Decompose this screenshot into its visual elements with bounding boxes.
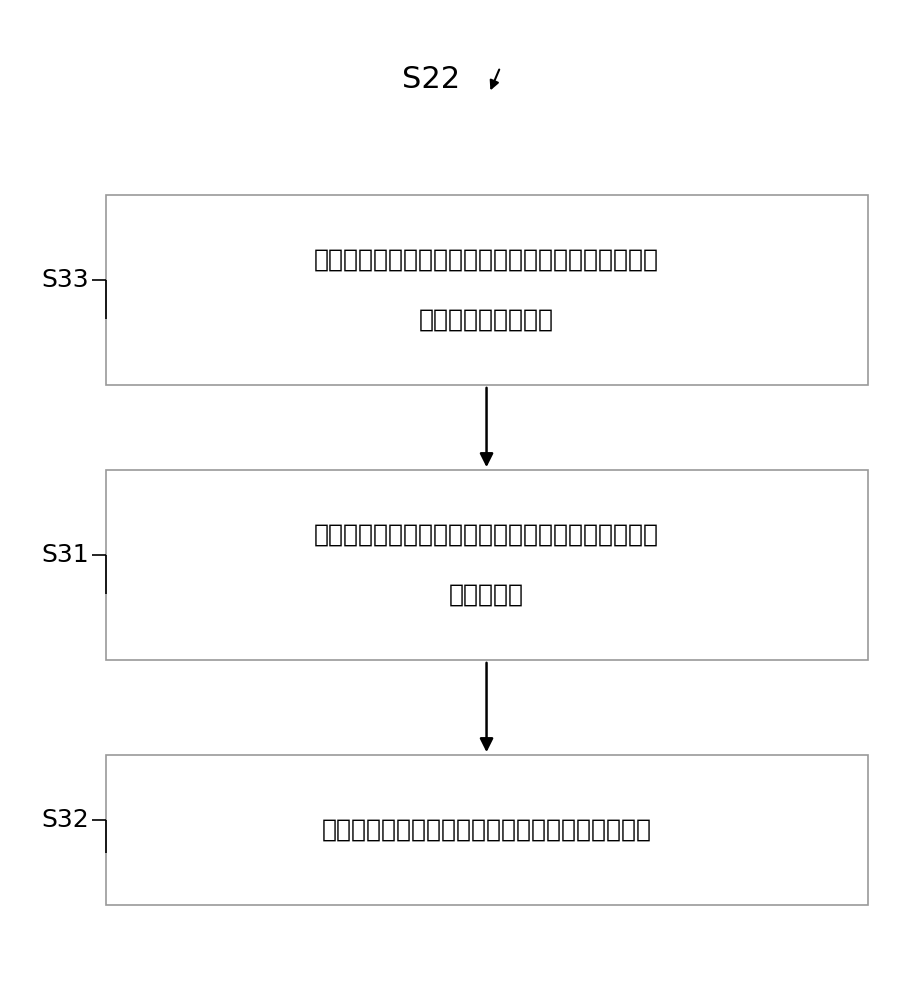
Bar <box>106 195 868 385</box>
Text: S33: S33 <box>41 268 89 292</box>
Bar <box>106 470 868 660</box>
Text: S22: S22 <box>402 66 461 95</box>
Text: 对所述待确定信号进行滑动相加，得到滑动相加后的: 对所述待确定信号进行滑动相加，得到滑动相加后的 <box>314 523 659 547</box>
Bar <box>106 755 868 905</box>
Text: 转换为数字基带信号: 转换为数字基带信号 <box>419 308 554 332</box>
Text: 对所述待确定信号进行模数转换，以从模拟基带信号: 对所述待确定信号进行模数转换，以从模拟基带信号 <box>314 248 659 272</box>
Text: 待确定信号: 待确定信号 <box>449 583 524 607</box>
Text: 对所述滑动相加后的待确定信号进行能量滑动累加: 对所述滑动相加后的待确定信号进行能量滑动累加 <box>321 818 652 842</box>
Text: S31: S31 <box>41 543 89 567</box>
Text: S32: S32 <box>41 808 89 832</box>
